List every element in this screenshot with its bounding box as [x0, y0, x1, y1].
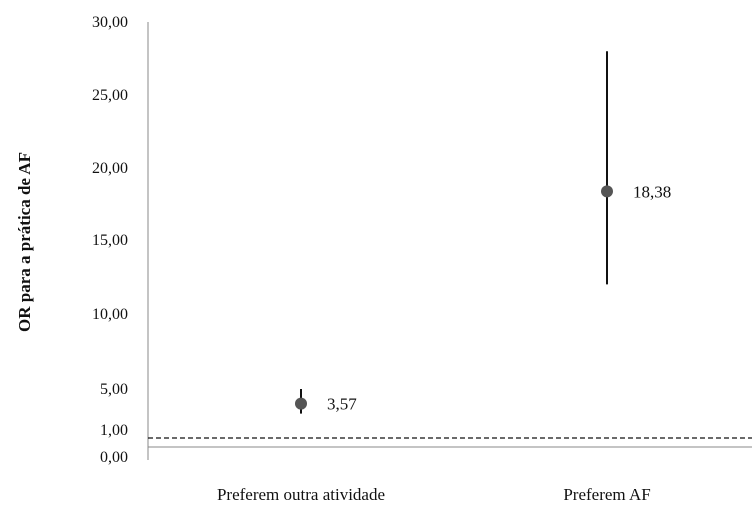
y-tick-label: 10,00: [92, 306, 128, 323]
y-tick-label: 15,00: [92, 232, 128, 249]
category-labels-layer: Preferem outra atividade Preferem AF: [217, 485, 651, 504]
y-ticks-layer: 0,00 1,00 5,00 10,00 15,00 20,00 25,00 30,00: [92, 14, 128, 466]
data-label: 18,38: [633, 182, 671, 201]
data-point: [601, 185, 613, 198]
axes-layer: [147, 22, 752, 460]
x-category-label: Preferem outra atividade: [217, 485, 385, 504]
y-tick-label: 0,00: [100, 449, 128, 466]
y-tick-label: 1,00: [100, 422, 128, 439]
y-axis-title: OR para a prática de AF: [15, 152, 34, 332]
y-tick-label: 5,00: [100, 381, 128, 398]
data-point: [295, 397, 307, 410]
x-category-label: Preferem AF: [563, 485, 650, 504]
y-tick-label: 30,00: [92, 14, 128, 31]
y-tick-label: 20,00: [92, 160, 128, 177]
data-label: 3,57: [327, 395, 357, 414]
points-layer: 3,57 18,38: [295, 51, 671, 414]
y-tick-label: 25,00: [92, 87, 128, 104]
